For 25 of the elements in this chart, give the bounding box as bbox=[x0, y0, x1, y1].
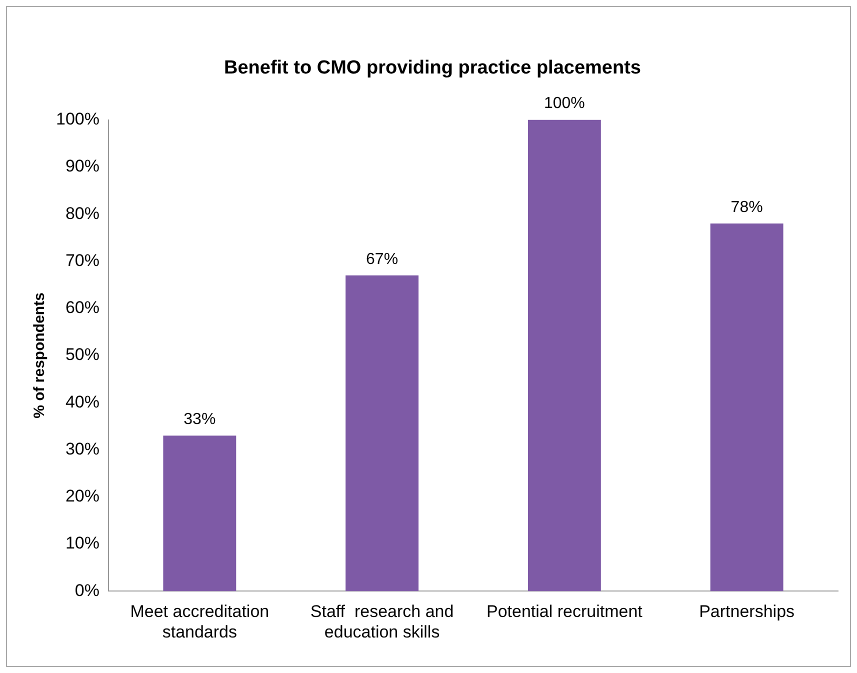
y-tick-label: 30% bbox=[65, 439, 100, 458]
x-tick-label: Staff research and education skills bbox=[310, 602, 454, 642]
y-tick-label: 90% bbox=[65, 156, 100, 176]
y-tick-label: 80% bbox=[65, 204, 100, 223]
y-tick-label: 20% bbox=[65, 486, 100, 506]
x-tick-label: Meet accreditation standards bbox=[130, 602, 270, 642]
y-tick-label: 100% bbox=[56, 109, 100, 128]
bar bbox=[163, 436, 236, 592]
y-tick-label: 60% bbox=[65, 298, 100, 318]
data-label: 67% bbox=[366, 250, 398, 268]
y-tick-label: 50% bbox=[65, 345, 100, 364]
x-tick-label: Potential recruitment bbox=[486, 602, 643, 622]
bar bbox=[710, 224, 784, 592]
x-tick-label: Partnerships bbox=[699, 602, 795, 622]
y-tick-label: 70% bbox=[65, 250, 100, 270]
y-tick-label: 40% bbox=[65, 392, 100, 412]
y-tick-label: 0% bbox=[74, 580, 100, 600]
data-label: 100% bbox=[544, 95, 585, 112]
bar bbox=[528, 120, 601, 592]
bar bbox=[346, 275, 419, 592]
y-axis-title: % of respondents bbox=[31, 292, 48, 418]
chart-title: Benefit to CMO providing practice placements bbox=[224, 58, 642, 79]
y-tick-label: 10% bbox=[65, 534, 100, 553]
data-label: 33% bbox=[184, 411, 216, 428]
data-label: 78% bbox=[730, 198, 763, 216]
